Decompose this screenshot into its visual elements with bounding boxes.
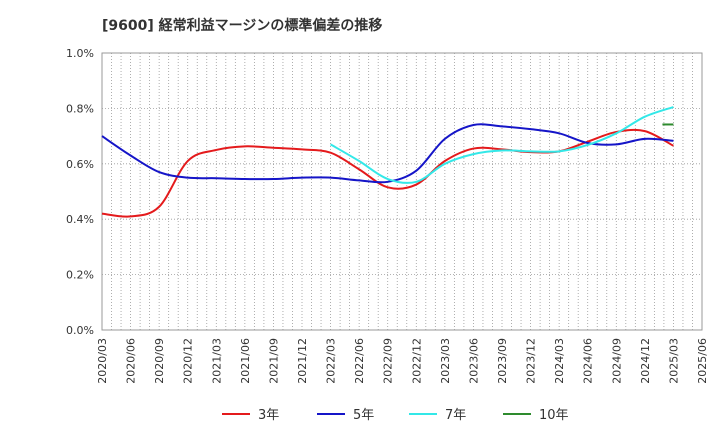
x-tick-label: 2022/06 bbox=[353, 338, 366, 384]
y-tick-label: 0.0% bbox=[66, 324, 94, 337]
x-tick-label: 2025/03 bbox=[667, 338, 680, 384]
y-tick-label: 0.8% bbox=[66, 102, 94, 115]
legend-label: 3年 bbox=[258, 408, 279, 423]
x-tick-label: 2025/06 bbox=[696, 338, 709, 384]
legend: 3年 5年 7年 10年 bbox=[222, 408, 569, 423]
x-tick-label: 2023/03 bbox=[439, 338, 452, 384]
x-tick-label: 2021/09 bbox=[267, 338, 280, 384]
y-tick-label: 0.2% bbox=[66, 269, 94, 282]
x-tick-label: 2022/03 bbox=[325, 338, 338, 384]
y-tick-label: 0.4% bbox=[66, 213, 94, 226]
x-tick-label: 2020/06 bbox=[125, 338, 138, 384]
series-line bbox=[101, 128, 674, 218]
x-tick-label: 2024/03 bbox=[553, 338, 566, 384]
x-tick-label: 2021/06 bbox=[239, 338, 252, 384]
x-tick-label: 2023/09 bbox=[496, 338, 509, 384]
y-tick-label: 1.0% bbox=[66, 47, 94, 60]
x-tick-label: 2021/03 bbox=[210, 338, 223, 384]
x-tick-label: 2023/06 bbox=[467, 338, 480, 384]
legend-label: 10年 bbox=[539, 408, 569, 423]
x-tick-label: 2020/12 bbox=[182, 338, 195, 384]
legend-label: 7年 bbox=[445, 408, 466, 423]
x-tick-label: 2020/09 bbox=[153, 338, 166, 384]
x-tick-label: 2021/12 bbox=[296, 338, 309, 384]
x-tick-label: 2024/12 bbox=[639, 338, 652, 384]
y-tick-label: 0.6% bbox=[66, 158, 94, 171]
x-tick-label: 2022/09 bbox=[382, 338, 395, 384]
x-tick-label: 2020/03 bbox=[96, 338, 109, 384]
plot-frame bbox=[101, 52, 703, 331]
x-tick-label: 2023/12 bbox=[525, 338, 538, 384]
x-tick-label: 2024/06 bbox=[582, 338, 595, 384]
x-tick-label: 2022/12 bbox=[410, 338, 423, 384]
series-line bbox=[101, 123, 674, 184]
chart-title: [9600] 経常利益マージンの標準偏差の推移 bbox=[102, 17, 382, 34]
legend-label: 5年 bbox=[353, 408, 374, 423]
series-line bbox=[330, 106, 674, 184]
x-tick-label: 2024/09 bbox=[610, 338, 623, 384]
plot-area: 0.0% 0.2% 0.4% 0.6% 0.8% 1.0% 2020/03 2020/06 20… bbox=[66, 47, 709, 384]
